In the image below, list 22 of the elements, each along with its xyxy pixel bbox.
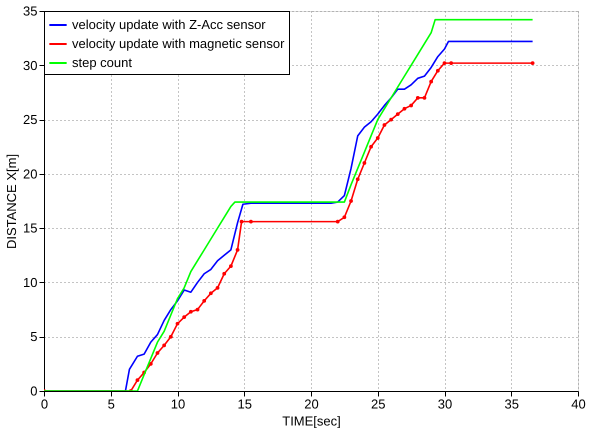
x-tick-label: 0	[40, 396, 48, 412]
y-tick-label: 30	[23, 58, 38, 73]
legend-label: step count	[72, 55, 132, 70]
x-axis-title: TIME[sec]	[282, 414, 341, 428]
x-tick-label: 20	[304, 396, 319, 412]
x-tick-label: 15	[238, 396, 252, 412]
legend-label: velocity update with magnetic sensor	[72, 36, 286, 51]
legend-label: velocity update with Z-Acc sensor	[72, 17, 266, 32]
y-axis-title: DISTANCE X[m]	[4, 154, 20, 250]
y-tick-label: 5	[30, 329, 38, 344]
y-tick-label: 10	[23, 274, 38, 290]
x-tick-label: 10	[170, 396, 186, 412]
y-tick-label: 0	[30, 384, 38, 398]
x-tick-label: 35	[504, 396, 519, 412]
x-tick-label: 40	[571, 396, 586, 412]
x-tick-label: 30	[438, 396, 452, 412]
y-tick-label: 35	[23, 4, 38, 18]
y-tick-label: 25	[23, 112, 38, 128]
y-tick-label: 15	[23, 220, 38, 236]
x-tick-label: 5	[108, 396, 115, 412]
y-tick-label: 20	[23, 166, 38, 182]
x-tick-label: 25	[371, 396, 386, 412]
